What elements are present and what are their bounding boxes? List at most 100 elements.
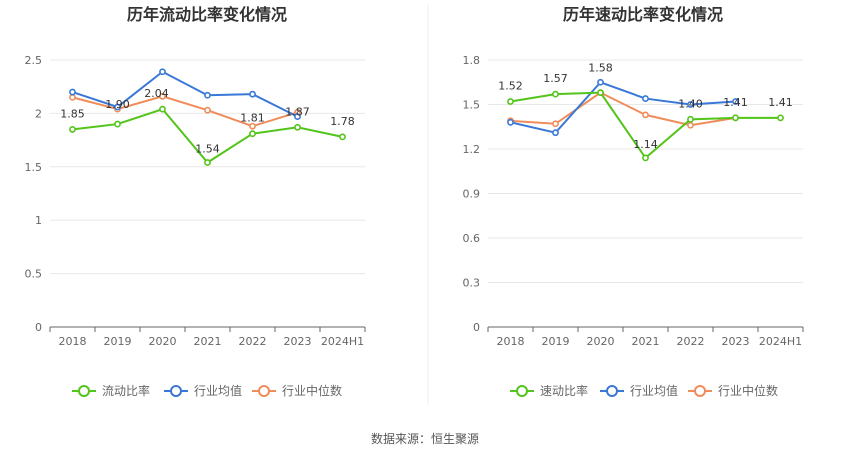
data-label: 1.54 xyxy=(195,143,220,156)
series-point xyxy=(69,126,76,133)
data-labels: 1.52 1.57 1.58 1.14 1.40 1.41 1.41 xyxy=(498,62,793,151)
y-tick-label: 2 xyxy=(35,107,42,120)
series-point xyxy=(732,98,739,105)
x-tick-label: 2021 xyxy=(194,335,222,348)
legend: 流动比率 行业均值 行业中位数 xyxy=(72,383,342,398)
legend-item[interactable]: 流动比率 xyxy=(72,383,150,398)
y-tick-label: 1.8 xyxy=(463,54,481,67)
x-tick-label: 2022 xyxy=(239,335,267,348)
legend: 速动比率 行业均值 行业中位数 xyxy=(510,383,778,398)
series-point xyxy=(114,120,121,128)
chart-title: 历年流动比率变化情况 xyxy=(127,5,287,24)
legend-label: 行业均值 xyxy=(630,383,678,398)
x-tick-label: 2021 xyxy=(632,335,660,348)
legend-item[interactable]: 行业中位数 xyxy=(688,383,778,398)
series-point xyxy=(777,114,784,122)
series-layer xyxy=(507,78,784,162)
data-label: 1.78 xyxy=(330,115,355,128)
data-label: 1.52 xyxy=(498,80,523,93)
legend-item[interactable]: 行业均值 xyxy=(164,383,242,398)
y-tick-label: 0.3 xyxy=(463,277,481,290)
series-point xyxy=(642,154,649,162)
series-point xyxy=(294,113,301,121)
series-point xyxy=(597,78,604,86)
x-tick-label: 2023 xyxy=(722,335,750,348)
legend-item[interactable]: 速动比率 xyxy=(510,383,588,398)
x-tick-label: 2018 xyxy=(497,335,525,348)
series-line xyxy=(510,91,736,127)
legend-item[interactable]: 行业均值 xyxy=(600,383,678,398)
data-label: 1.58 xyxy=(588,62,613,75)
data-label: 1.85 xyxy=(60,107,85,120)
data-label: 1.41 xyxy=(768,96,793,109)
legend-label: 行业均值 xyxy=(194,383,242,398)
y-tick-label: 0 xyxy=(473,321,480,334)
x-tick-label: 2018 xyxy=(59,335,87,348)
y-tick-label: 0.9 xyxy=(463,188,481,201)
legend-swatch-marker xyxy=(170,385,182,397)
data-label: 1.40 xyxy=(678,97,703,110)
series-line xyxy=(72,95,298,128)
series-point xyxy=(552,90,559,98)
quick-ratio-chart: 历年速动比率变化情况 00.30.60.91.21.51.8 2018 2019 2… xyxy=(463,5,804,398)
series-point xyxy=(687,101,694,108)
legend-swatch-marker xyxy=(516,385,528,397)
series-point xyxy=(69,93,76,101)
data-label: 1.87 xyxy=(285,105,310,118)
y-tick-label: 1.2 xyxy=(463,143,481,156)
series-point xyxy=(159,92,166,100)
data-label: 1.90 xyxy=(105,98,130,111)
series-point xyxy=(687,121,694,129)
data-label: 1.57 xyxy=(543,72,568,85)
series-point xyxy=(159,105,166,113)
data-label: 1.81 xyxy=(240,112,265,125)
x-axis-ticks: 2018 2019 2020 2021 2022 2023 2024H1 xyxy=(487,327,804,348)
legend-label: 流动比率 xyxy=(102,383,150,398)
y-tick-label: 1.5 xyxy=(25,161,43,174)
data-label: 1.14 xyxy=(633,138,658,151)
series-point xyxy=(114,103,121,111)
series-point xyxy=(294,123,301,131)
data-label: 2.04 xyxy=(144,87,169,100)
series-point xyxy=(642,111,649,119)
legend-swatch-marker xyxy=(606,385,618,397)
series-point xyxy=(552,120,559,128)
series-line xyxy=(72,70,298,118)
series-point xyxy=(159,68,166,76)
legend-swatch-marker xyxy=(78,385,90,397)
x-tick-label: 2024H1 xyxy=(321,335,364,348)
x-tick-label: 2019 xyxy=(104,335,132,348)
series-layer xyxy=(69,68,346,166)
series-point xyxy=(687,115,694,123)
series-line xyxy=(510,81,736,134)
x-tick-label: 2020 xyxy=(587,335,615,348)
data-label: 1.41 xyxy=(723,96,748,109)
data-labels: 1.85 1.90 2.04 1.54 1.81 1.87 1.78 xyxy=(60,87,355,155)
series-point xyxy=(507,98,514,105)
series-point xyxy=(249,130,256,138)
series-point xyxy=(204,91,211,99)
series-point xyxy=(249,122,256,130)
y-tick-label: 1 xyxy=(35,214,42,227)
y-axis-ticks: 0 0.3 0.6 0.9 1.2 1.5 1.8 xyxy=(463,54,481,334)
legend-label: 行业中位数 xyxy=(718,383,778,398)
series-point xyxy=(552,129,559,137)
series-point xyxy=(642,95,649,102)
grid-lines xyxy=(488,59,803,283)
x-tick-label: 2020 xyxy=(149,335,177,348)
legend-swatch-marker xyxy=(258,385,270,397)
series-point xyxy=(507,118,514,126)
series-point xyxy=(249,90,256,98)
legend-item[interactable]: 行业中位数 xyxy=(252,383,342,398)
y-tick-label: 0.6 xyxy=(463,232,481,245)
legend-label: 行业中位数 xyxy=(282,383,342,398)
x-tick-label: 2022 xyxy=(677,335,705,348)
data-source: 数据来源：恒生聚源 xyxy=(371,431,479,446)
y-tick-label: 1.5 xyxy=(463,99,481,112)
current-ratio-chart: 历年流动比率变化情况 0 0.5 1 1.5 2 2.5 2018 2019 2020 2021… xyxy=(25,5,366,398)
series-point xyxy=(204,159,211,166)
legend-label: 速动比率 xyxy=(540,383,588,398)
x-tick-label: 2024H1 xyxy=(759,335,802,348)
y-tick-label: 0 xyxy=(35,321,42,334)
